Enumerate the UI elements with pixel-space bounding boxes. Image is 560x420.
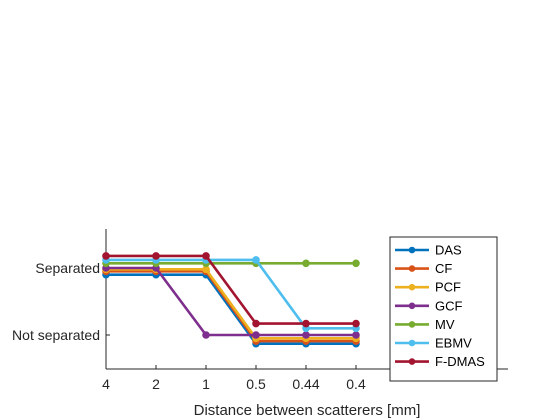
data-point-ebmv: [252, 256, 260, 264]
data-point-f-dmas: [152, 252, 160, 260]
data-point-f-dmas: [202, 252, 210, 260]
data-point-mv: [352, 259, 360, 268]
y-tick-label: Not separated: [12, 327, 100, 343]
legend-marker-cf: [408, 265, 416, 272]
data-point-gcf: [352, 331, 360, 339]
legend-label-gcf: GCF: [435, 298, 463, 313]
legend-marker-pcf: [408, 283, 416, 291]
series-line-gcf: [106, 266, 356, 337]
legend-marker-f-dmas: [408, 358, 416, 365]
data-point-gcf: [202, 331, 210, 339]
legend-box: [389, 236, 498, 382]
legend-label-mv: MV: [435, 317, 455, 332]
x-tick-label: 0.4: [346, 376, 366, 392]
legend-label-ebmv: EBMV: [435, 336, 472, 351]
data-point-mv: [302, 259, 310, 268]
legend-marker-das: [408, 246, 416, 254]
legend-marker-ebmv: [408, 339, 416, 347]
x-tick-label: 4: [102, 376, 110, 392]
data-point-f-dmas: [252, 319, 260, 328]
legend-marker-mv: [408, 321, 416, 328]
legend-label-cf: CF: [435, 261, 452, 276]
series-line-cf: [106, 270, 356, 343]
legend: DAS CF PCF GCF MV EBMV F-DMAS: [389, 236, 498, 382]
data-point-gcf: [252, 331, 260, 339]
legend-label-f-dmas: F-DMAS: [435, 354, 485, 369]
x-tick-label: 0.5: [246, 376, 266, 392]
x-tick-label: 0.44: [292, 376, 319, 392]
y-tick-label: Separated: [35, 260, 100, 276]
data-point-f-dmas: [302, 319, 310, 328]
x-tick-label: 2: [152, 376, 160, 392]
data-point-f-dmas: [102, 252, 110, 260]
data-point-f-dmas: [352, 319, 360, 328]
legend-label-das: DAS: [435, 243, 462, 258]
x-tick-label: 1: [202, 376, 210, 392]
x-axis-label: Distance between scatterers [mm]: [194, 402, 421, 419]
series-line-f-dmas: [106, 254, 356, 325]
series-line-das: [106, 273, 356, 346]
legend-label-pcf: PCF: [435, 280, 461, 295]
data-point-gcf: [302, 331, 310, 339]
series-line-pcf: [106, 268, 356, 340]
plot-area: 4 2 1 0.5 0.44 0.4 Not separated Separated Dista…: [12, 229, 508, 419]
legend-marker-gcf: [408, 302, 416, 310]
series-line-ebmv: [106, 258, 356, 330]
